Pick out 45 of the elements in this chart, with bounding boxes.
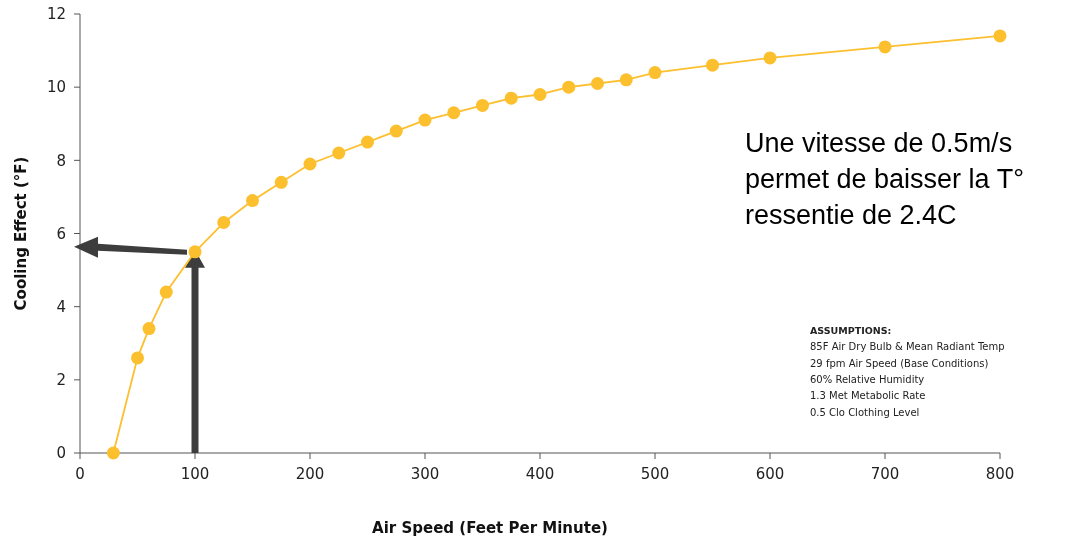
point <box>562 80 576 94</box>
point <box>332 146 346 160</box>
y-tick-label: 2 <box>56 371 66 390</box>
x-tick-label: 200 <box>295 465 325 483</box>
point <box>142 322 156 336</box>
point <box>217 216 231 230</box>
point <box>246 194 259 208</box>
x-tick-label: 700 <box>870 465 900 483</box>
point <box>706 58 719 72</box>
y-axis-title: Cooling Effect (°F) <box>12 156 30 311</box>
x-tick-label: 800 <box>985 465 1015 483</box>
point <box>418 113 432 127</box>
x-tick-label: 0 <box>75 465 85 483</box>
annotation: Une vitesse de 0.5m/s permet de baisser la T° ressentie de 2.4C <box>745 128 1024 230</box>
point <box>648 66 662 80</box>
point <box>619 73 633 87</box>
point <box>303 157 317 171</box>
point <box>106 446 120 460</box>
point <box>361 135 374 149</box>
point <box>131 351 144 365</box>
x-tick-label: 400 <box>525 465 555 483</box>
y-tick-label: 6 <box>56 224 66 243</box>
annotation: ASSUMPTIONS: 85F Air Dry Bulb & Mean Radiant Temp 29 fpm Air Speed (Base Conditions) 60% Relative Humidity 1.3 Met Metabolic Rate 0.5 Clo Clothing Level <box>810 325 1005 418</box>
point <box>878 40 892 54</box>
y-tick-label: 4 <box>56 297 66 316</box>
point <box>159 285 173 299</box>
x-tick-label: 600 <box>755 465 785 483</box>
y-tick-label: 10 <box>46 78 66 97</box>
x-tick-label: 100 <box>180 465 210 483</box>
point <box>188 245 202 259</box>
point <box>476 98 489 112</box>
point <box>533 87 547 101</box>
point <box>504 91 518 105</box>
point <box>389 124 403 138</box>
y-tick-label: 12 <box>46 5 66 24</box>
y-tick-label: 0 <box>56 444 66 463</box>
x-axis-title: Air Speed (Feet Per Minute) <box>372 519 608 537</box>
point <box>447 106 461 120</box>
point <box>993 29 1007 43</box>
point <box>274 175 288 189</box>
point <box>591 77 604 91</box>
y-tick-label: 8 <box>56 151 66 170</box>
x-tick-label: 500 <box>640 465 670 483</box>
x-tick-label: 300 <box>410 465 440 483</box>
point <box>763 51 777 65</box>
